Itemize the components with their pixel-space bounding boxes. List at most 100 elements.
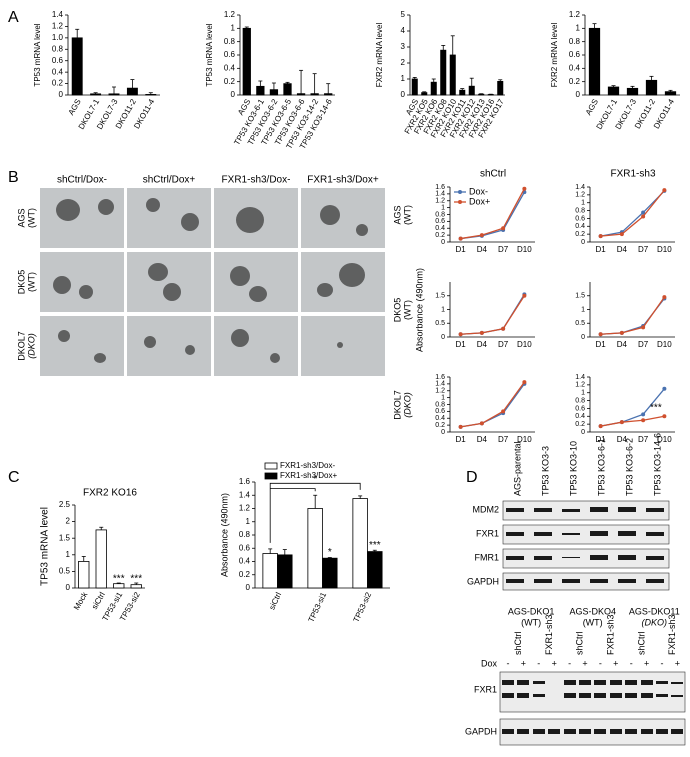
y-tick-label: 1.6	[435, 184, 445, 191]
line	[600, 296, 665, 335]
bar	[440, 49, 447, 96]
x-tick-label: D7	[638, 245, 649, 254]
x-tick-label: AGS	[584, 98, 600, 117]
y-tick-label: 0.4	[569, 63, 581, 72]
y-tick-label: 1	[441, 306, 445, 313]
photo	[127, 316, 211, 376]
blot	[502, 500, 670, 521]
spheroid	[356, 224, 368, 236]
y-tick-label: 3	[401, 42, 406, 51]
y-tick-label: 0.8	[575, 207, 585, 214]
point	[598, 424, 603, 429]
x-tick-label: D10	[657, 245, 672, 254]
y-tick-label: 1.2	[575, 382, 585, 389]
y-tick-label: 0.2	[569, 77, 581, 86]
western-blot-lower	[499, 671, 686, 746]
blot	[502, 524, 670, 545]
point	[641, 412, 646, 417]
y-tick-label: 1	[581, 306, 585, 313]
photo	[40, 316, 124, 376]
x-tick-label: D7	[638, 340, 649, 349]
lane-label: TP53 KO3-3	[540, 446, 550, 496]
row-label-sub: (DKO)	[26, 333, 36, 359]
bar	[645, 79, 658, 96]
x-tick-label: D7	[638, 435, 649, 444]
bracket	[269, 482, 361, 543]
y-tick-label: 1	[246, 517, 251, 526]
lane-label: AGS-parental	[512, 441, 522, 496]
bar	[626, 87, 639, 96]
spheroid	[270, 353, 280, 363]
spheroid	[236, 207, 264, 233]
group-sub: (WT)	[583, 617, 603, 627]
bar	[296, 93, 306, 96]
y-tick-label: 0	[576, 90, 581, 99]
y-tick-label: 2	[401, 58, 406, 67]
y-axis-label: TP53 mRNA level	[40, 507, 51, 586]
x-tick-label: Mock	[72, 590, 90, 612]
spheroid	[249, 286, 267, 302]
line	[600, 298, 665, 335]
y-tick-label: 0.5	[435, 320, 445, 327]
shrna-label: shCtrl	[575, 631, 585, 655]
point	[662, 295, 667, 300]
bar	[90, 93, 102, 96]
x-tick-label: AGS	[67, 98, 83, 117]
x-tick-label: D4	[617, 340, 628, 349]
point	[641, 418, 646, 423]
bar	[449, 54, 456, 96]
y-tick-label: 1	[401, 74, 406, 83]
bar	[588, 27, 601, 96]
bands	[506, 531, 664, 536]
row-label: AGS	[392, 205, 402, 224]
bar	[262, 553, 278, 589]
lane-label: TP53 KO3-6-2	[624, 438, 634, 496]
blot	[502, 548, 670, 569]
y-tick-label: 0	[441, 239, 445, 246]
x-tick-label: D7	[498, 245, 509, 254]
panel-label: A	[8, 9, 19, 26]
x-tick-label: siCtrl	[267, 591, 283, 612]
x-tick-label: D4	[617, 245, 628, 254]
y-tick-label: 1	[441, 204, 445, 211]
row-label-sub: (WT)	[26, 272, 36, 292]
y-tick-label: 1.4	[575, 374, 585, 381]
dox-sign: +	[582, 658, 587, 668]
point	[662, 386, 667, 391]
bar	[307, 508, 323, 589]
spheroid	[320, 205, 340, 225]
bar	[421, 92, 428, 96]
y-tick-label: 0.6	[52, 56, 64, 65]
point	[522, 186, 527, 191]
point	[501, 326, 506, 331]
y-tick-label: 0.2	[224, 77, 236, 86]
bar	[126, 87, 138, 96]
row-label: AGS	[16, 208, 26, 227]
y-tick-label: 0.2	[52, 79, 64, 88]
x-tick-label: D1	[456, 245, 467, 254]
bar	[478, 93, 485, 96]
y-tick-label: 1.0	[52, 33, 64, 42]
point	[641, 214, 646, 219]
spheroid	[144, 336, 156, 348]
line	[600, 189, 665, 237]
band-label: FXR1	[476, 528, 499, 538]
bar	[310, 93, 319, 96]
line	[460, 383, 525, 428]
row-label: DKOL7	[392, 390, 402, 420]
y-tick-label: 1.5	[59, 533, 71, 542]
spheroid	[230, 266, 250, 286]
x-tick-label: D1	[456, 435, 467, 444]
bar	[95, 529, 107, 589]
y-tick-label: 0.6	[224, 50, 236, 59]
annotation: *	[328, 547, 332, 558]
spheroid	[53, 276, 71, 294]
y-tick-label: 0.6	[239, 543, 251, 552]
y-tick-label: 0.8	[239, 530, 251, 539]
row-label: DKO5	[392, 298, 402, 323]
dox-label: Dox	[481, 658, 498, 668]
spheroid	[231, 329, 249, 347]
y-tick-label: 0.8	[435, 211, 445, 218]
bar	[277, 554, 293, 589]
